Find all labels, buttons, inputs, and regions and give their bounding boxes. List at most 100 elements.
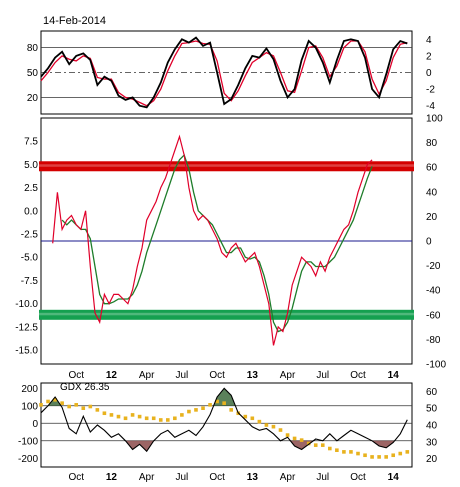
gdx-price-dot [187,409,191,414]
x-axis-label: Jul [316,472,329,482]
x-axis-label: Apr [280,472,296,482]
gdx-price-dot [313,443,318,447]
gdx-price-dot [405,450,410,454]
panel2-left-tick: -2.5 [21,230,39,241]
gdx-price-dot [144,416,149,421]
panel3-right-tick: 20 [426,454,438,465]
gdx-price-dot [328,446,332,451]
panel1-right-tick: 2 [426,51,432,62]
panel3-left-tick: 100 [21,401,38,412]
gdx-price-dot [398,451,403,456]
x-axis-label: Apr [139,472,155,482]
x-axis-label: 14 [388,370,400,381]
panel2-left-tick: -12.5 [15,322,38,333]
panel2-right-tick: -40 [426,286,441,297]
panel3-left-tick: -100 [18,436,38,447]
gdx-price-dot [335,448,339,452]
panel2-right-tick: 0 [426,237,432,248]
x-axis-label: Jul [175,370,188,381]
panel2-left-tick: 7.5 [24,137,38,148]
panel2-left-tick: 0.0 [24,206,38,217]
momentum-signal-line [61,153,373,333]
panel1-right-tick: 0 [426,68,432,79]
panel1-left-tick: 50 [27,68,39,79]
panel2-right-tick: 60 [426,163,438,174]
x-axis-label: Jul [175,472,188,482]
panel2-left-tick: -7.5 [21,276,39,287]
gdx-price-dot [130,413,135,417]
x-axis-label: Oct [350,370,366,381]
momentum-main-line [52,134,373,346]
x-axis-label: Oct [209,472,225,482]
gdx-price-dot [194,408,198,412]
stoch-main-line [40,36,408,109]
panel1-right-tick: 4 [426,35,432,46]
gdx-price-dot [60,401,64,405]
panel1-left-tick: 20 [27,93,39,104]
panel2-right-tick: 20 [426,212,438,223]
x-axis-label: Oct [350,472,366,482]
gdx-price-dot [81,406,86,410]
x-axis-label: Oct [68,370,84,381]
gdx-price-dot [271,424,276,429]
oscillator-line [40,387,408,453]
panel1-right-tick: -2 [426,85,435,96]
gdx-price-dot [356,451,360,456]
panel3-left-tick: 0 [32,419,38,430]
panel2-right-tick: -20 [426,261,441,272]
gdx-price-dot [123,416,128,421]
gdx-price-dot [299,438,304,442]
gdx-price-dot [53,398,57,402]
gdx-price-dot [278,428,283,432]
panel3-left-tick: -200 [18,454,38,465]
panel3-right-tick: 60 [426,387,438,398]
gdx-price-dot [292,436,297,441]
gdx-price-dot [391,453,396,458]
gdx-price-dot [243,414,248,419]
gdx-price-dot [137,414,142,419]
band-highlight [39,164,414,167]
x-axis-label: Apr [139,370,155,381]
oversold-fill [372,440,395,448]
panel3-frame [40,382,413,468]
panel2-left-tick: 2.5 [24,183,38,194]
gdx-price-dot [151,416,156,421]
x-axis-label: Jul [316,370,329,381]
panel2-right-tick: -100 [426,360,446,371]
legend-label: GDX 26.35 [60,382,110,393]
panel2-left-tick: -15.0 [15,346,38,357]
panel2-left-tick: -10.0 [15,299,38,310]
x-axis-label: 13 [247,370,259,381]
gdx-price-dot [349,450,353,454]
x-axis-label: 12 [106,370,118,381]
gdx-price-dot [158,418,163,422]
gdx-price-dot [180,413,184,417]
x-axis-label: 12 [106,472,118,482]
support-band [39,309,414,320]
panel2-right-tick: 100 [426,114,443,125]
gdx-price-dot [306,441,311,446]
panel3-right-tick: 30 [426,437,438,448]
overbought-fill [213,388,236,406]
panel2-left-tick: 5.0 [24,160,38,171]
gdx-price-dot [215,399,219,404]
gdx-price-dot [384,455,388,459]
gdx-price-dot [201,406,205,410]
panel2-right-tick: -80 [426,335,441,346]
gdx-price-dot [257,419,262,424]
gdx-price-dot [95,408,100,412]
gdx-price-dot [165,418,170,422]
gdx-price-dot [250,416,255,421]
x-axis-label: Apr [280,370,296,381]
panel2-left-tick: -5.0 [21,253,39,264]
date-label: 14-Feb-2014 [43,15,106,27]
x-axis-label: 14 [388,472,400,482]
gdx-price-dot [285,433,290,437]
gdx-price-dot [370,455,374,459]
gdx-price-dot [39,403,43,407]
panel3-left-tick: 200 [21,384,38,395]
gdx-price-dot [363,453,367,458]
resistance-band [39,161,414,172]
